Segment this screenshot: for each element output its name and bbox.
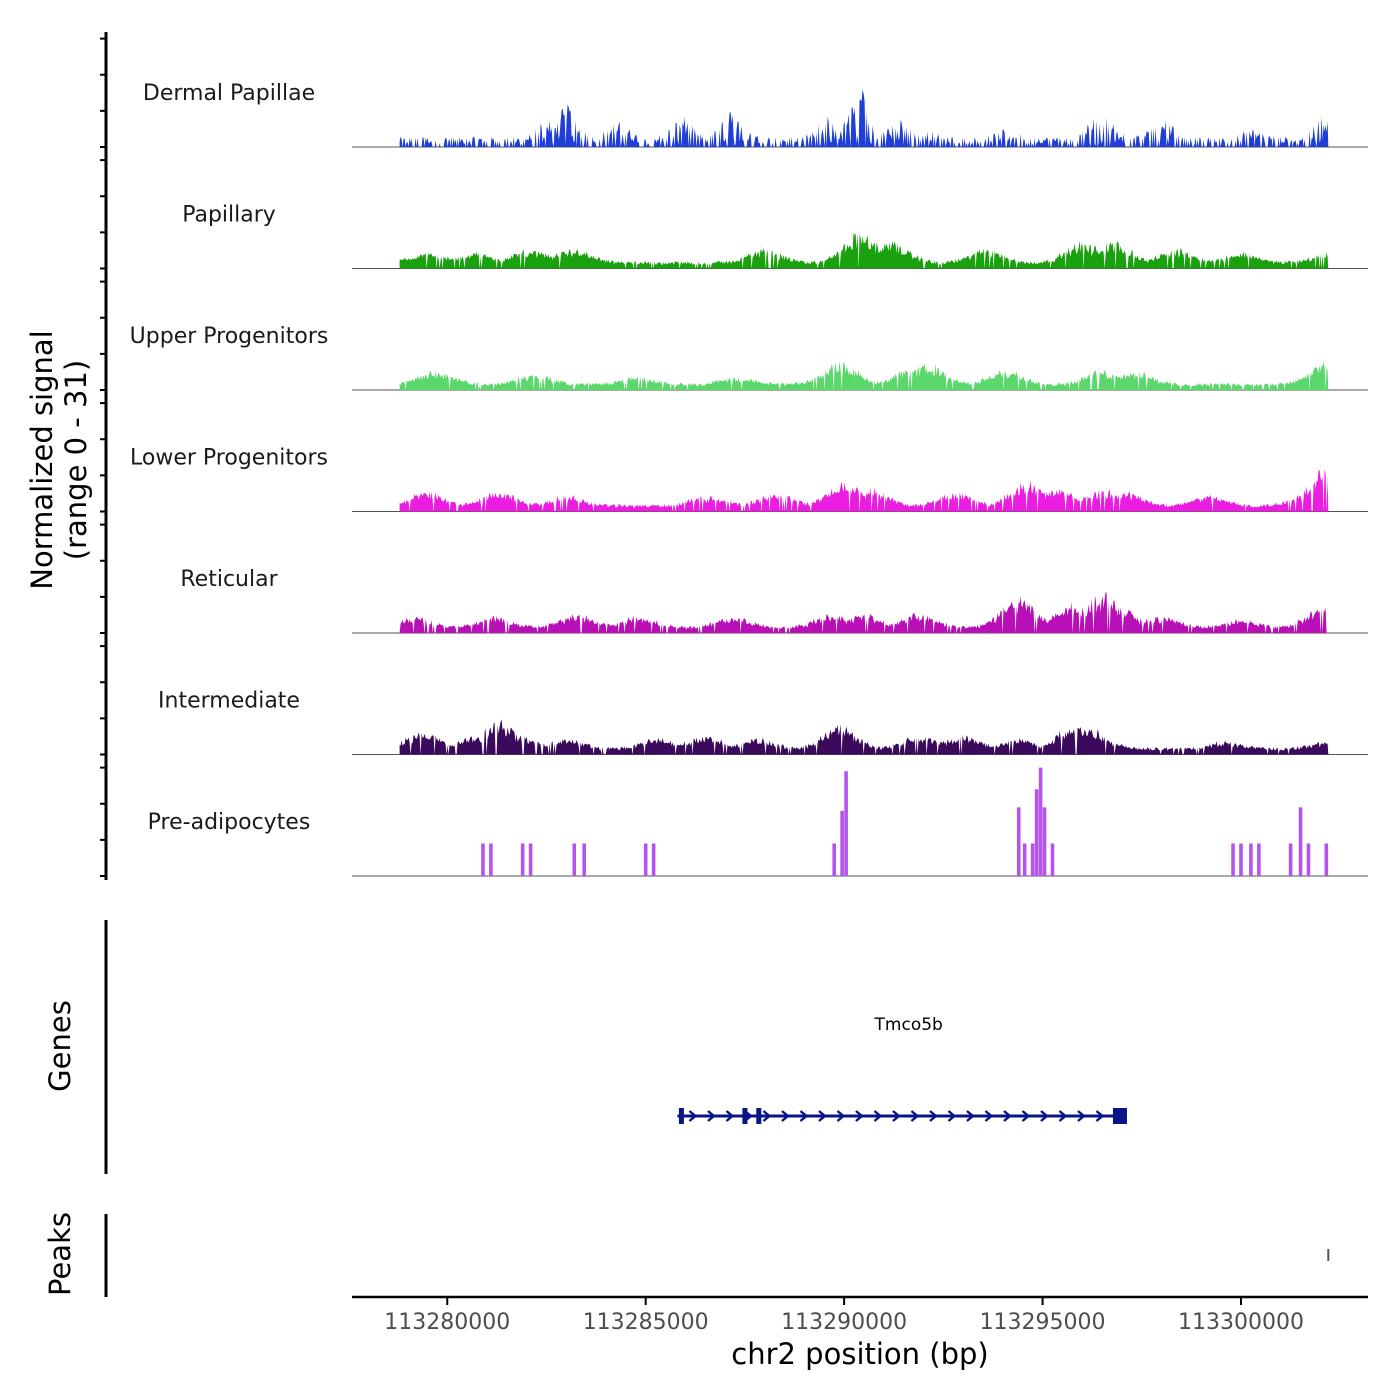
signal-area xyxy=(399,469,1329,512)
x-tick-label: 113290000 xyxy=(781,1310,907,1335)
track-intermediate: Intermediate xyxy=(158,689,1368,755)
strand-arrow xyxy=(688,1110,698,1122)
strand-arrow xyxy=(1077,1110,1086,1122)
x-axis-title: chr2 position (bp) xyxy=(731,1337,988,1371)
signal-bar xyxy=(1016,807,1021,876)
strand-arrow xyxy=(799,1110,809,1122)
track-pre-adipocytes: Pre-adipocytes xyxy=(148,767,1368,877)
genes-label: Genes xyxy=(43,1000,77,1092)
strand-arrow xyxy=(855,1110,864,1122)
signal-tracks: Dermal Papillae Papillary Upper Progenitor… xyxy=(130,81,1368,877)
strand-arrow xyxy=(725,1110,735,1122)
x-axis-ticks: 113280000 113285000 113290000 113295000 1133… xyxy=(384,1297,1304,1335)
signal-area xyxy=(399,360,1329,390)
genes-track: Tmco5b xyxy=(677,1015,1127,1124)
signal-area xyxy=(399,719,1329,755)
strand-arrow xyxy=(1058,1110,1068,1122)
genes-axis-title: Genes xyxy=(43,1000,77,1092)
x-tick-label: 113300000 xyxy=(1178,1310,1304,1335)
x-tick-label: 113295000 xyxy=(980,1310,1106,1335)
signal-bar xyxy=(520,843,525,876)
signal-area xyxy=(399,232,1329,269)
peaks-label: Peaks xyxy=(43,1212,77,1296)
track-dermal-papillae: Dermal Papillae xyxy=(143,81,1368,148)
signal-bar xyxy=(1231,843,1235,876)
signal-bar xyxy=(643,843,648,876)
signal-bar xyxy=(651,843,656,876)
strand-arrow xyxy=(929,1110,938,1122)
signal-bar xyxy=(1257,843,1261,876)
exon xyxy=(756,1108,762,1124)
exon xyxy=(742,1108,748,1124)
peak-mark xyxy=(1327,1249,1330,1261)
exon xyxy=(678,1108,684,1124)
track-lower-progenitors: Lower Progenitors xyxy=(130,446,1368,512)
gene-label: Tmco5b xyxy=(874,1015,943,1035)
strand-arrow xyxy=(707,1110,716,1122)
signal-bar xyxy=(1298,807,1303,876)
signal-bar xyxy=(1030,843,1035,876)
peaks-axis-title: Peaks xyxy=(43,1212,77,1296)
track-label: Lower Progenitors xyxy=(130,446,328,471)
signal-bar xyxy=(1050,843,1055,876)
track-label: Reticular xyxy=(180,567,278,592)
signal-axis-ticks xyxy=(100,37,106,877)
signal-bar xyxy=(1042,807,1047,876)
signal-bar xyxy=(1038,767,1043,876)
signal-area xyxy=(399,592,1329,633)
signal-axis-range: (range 0 - 31) xyxy=(59,360,93,560)
signal-bar xyxy=(1239,843,1243,876)
signal-area xyxy=(399,89,1329,147)
strand-arrow xyxy=(873,1110,883,1122)
strand-arrow xyxy=(1003,1110,1012,1122)
strand-arrow xyxy=(910,1110,920,1122)
x-tick-label: 113285000 xyxy=(583,1310,709,1335)
strand-arrow xyxy=(947,1110,957,1122)
signal-axis-label: Normalized signal xyxy=(25,330,59,589)
signal-bar xyxy=(528,843,533,876)
strand-arrow xyxy=(966,1110,975,1122)
strand-arrow xyxy=(818,1110,827,1122)
signal-bar xyxy=(844,771,848,876)
signal-bar xyxy=(582,843,586,876)
signal-bar xyxy=(572,843,577,876)
signal-bar xyxy=(1324,843,1329,876)
signal-axis-title: Normalized signal (range 0 - 31) xyxy=(25,330,93,589)
strand-arrow xyxy=(762,1110,772,1122)
strand-arrow xyxy=(1095,1110,1105,1122)
exon xyxy=(1112,1108,1127,1124)
signal-bar xyxy=(1288,843,1293,876)
track-upper-progenitors: Upper Progenitors xyxy=(130,324,1368,391)
track-papillary: Papillary xyxy=(182,203,1368,269)
track-label: Papillary xyxy=(182,203,276,228)
signal-bar xyxy=(481,843,485,876)
signal-bar xyxy=(1249,843,1253,876)
track-label: Intermediate xyxy=(158,689,300,714)
signal-bar xyxy=(840,810,844,876)
track-label: Dermal Papillae xyxy=(143,81,315,106)
x-tick-label: 113280000 xyxy=(384,1310,510,1335)
signal-bar xyxy=(1022,843,1027,876)
strand-arrow xyxy=(984,1110,994,1122)
strand-arrow xyxy=(1040,1110,1049,1122)
track-label: Pre-adipocytes xyxy=(148,810,311,835)
signal-bar xyxy=(832,843,837,876)
signal-bar xyxy=(489,843,493,876)
track-reticular: Reticular xyxy=(180,567,1368,634)
peaks-track xyxy=(1327,1249,1330,1261)
signal-bar xyxy=(1306,843,1311,876)
strand-arrow xyxy=(892,1110,901,1122)
signal-bar xyxy=(1034,789,1039,876)
strand-arrow xyxy=(836,1110,846,1122)
strand-arrow xyxy=(1021,1110,1031,1122)
strand-arrow xyxy=(781,1110,790,1122)
track-label: Upper Progenitors xyxy=(130,324,329,349)
